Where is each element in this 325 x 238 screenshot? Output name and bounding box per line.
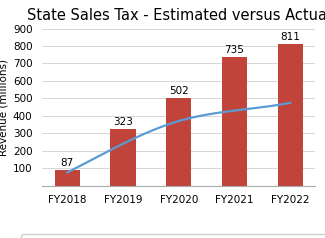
Bar (55, 170, 80, 186)
Text: 735: 735 (225, 45, 244, 55)
Text: 502: 502 (169, 86, 188, 96)
Title: State Sales Tax - Estimated versus Actual: State Sales Tax - Estimated versus Actua… (27, 8, 325, 23)
Legend: Nov 2023 Estimated Actual, Combined Fiscal Note Estimates: Nov 2023 Estimated Actual, Combined Fisc… (21, 234, 325, 238)
Text: 87: 87 (60, 158, 74, 168)
Bar (111, 129, 136, 186)
Text: 811: 811 (280, 32, 300, 42)
Bar (278, 44, 303, 186)
Bar (166, 98, 191, 186)
Y-axis label: Revenue (millions): Revenue (millions) (0, 59, 9, 156)
Bar (222, 57, 247, 186)
Text: 323: 323 (113, 117, 133, 127)
